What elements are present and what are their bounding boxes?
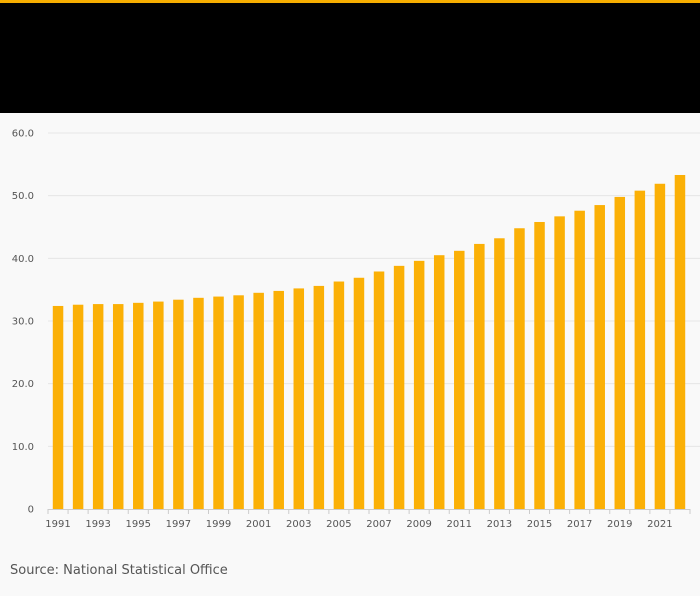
x-tick-label: 2021 <box>647 519 672 530</box>
bar <box>313 285 325 509</box>
bar <box>293 288 305 509</box>
bar <box>494 238 505 509</box>
x-tick-label: 2003 <box>286 519 311 530</box>
bar <box>273 290 284 509</box>
bar <box>594 205 605 510</box>
x-tick-label: 2009 <box>406 519 431 530</box>
bar <box>173 299 184 509</box>
x-tick-label: 2005 <box>326 519 351 530</box>
bar <box>373 271 385 509</box>
bar <box>514 228 525 509</box>
bar <box>574 210 585 509</box>
bar <box>554 216 565 509</box>
bar <box>534 221 545 509</box>
bar <box>213 296 224 509</box>
y-tick-label: 40.0 <box>12 254 34 265</box>
y-tick-label: 30.0 <box>12 317 34 328</box>
bar <box>92 304 104 509</box>
bar <box>333 281 345 509</box>
bar <box>133 302 144 509</box>
bar <box>72 304 84 509</box>
header-band <box>0 3 700 113</box>
x-tick-label: 2001 <box>246 519 271 530</box>
bar <box>112 304 124 509</box>
x-tick-label: 2015 <box>527 519 552 530</box>
top-accent-rule <box>0 0 700 3</box>
bar <box>253 292 264 509</box>
x-tick-label: 1997 <box>166 519 191 530</box>
bar <box>52 305 64 509</box>
chart-area: 0 10.0 20.0 30.0 40.0 50.0 60.0 1991 1993 1995 199… <box>0 113 700 543</box>
bar <box>353 277 365 509</box>
y-tick-label: 0 <box>28 505 34 516</box>
y-tick-label: 10.0 <box>12 442 34 453</box>
y-tick-label: 20.0 <box>12 379 34 390</box>
bar <box>654 183 666 509</box>
bar <box>474 243 485 510</box>
y-tick-label: 60.0 <box>12 129 34 140</box>
bar <box>153 301 164 509</box>
y-tick-label: 50.0 <box>12 191 34 202</box>
source-note: Source: National Statistical Office <box>10 563 228 578</box>
bar <box>433 255 445 509</box>
bar <box>393 265 405 509</box>
bar <box>614 196 626 510</box>
bar <box>233 295 244 509</box>
x-tick-label: 2011 <box>447 519 472 530</box>
x-tick-label: 1995 <box>126 519 151 530</box>
x-tick-label: 2019 <box>607 519 632 530</box>
x-tick-label: 2017 <box>567 519 592 530</box>
bar-chart: 0 10.0 20.0 30.0 40.0 50.0 60.0 1991 1993 1995 199… <box>12 129 700 530</box>
bar <box>634 190 646 510</box>
x-tick-label: 1991 <box>45 519 70 530</box>
bar <box>413 260 425 509</box>
x-tick-label: 2013 <box>487 519 512 530</box>
bar <box>454 250 465 509</box>
x-tick-label: 1999 <box>206 519 231 530</box>
x-tick-label: 2007 <box>366 519 391 530</box>
x-tick-label: 1993 <box>85 519 110 530</box>
bar <box>193 297 204 509</box>
bar <box>674 174 686 509</box>
